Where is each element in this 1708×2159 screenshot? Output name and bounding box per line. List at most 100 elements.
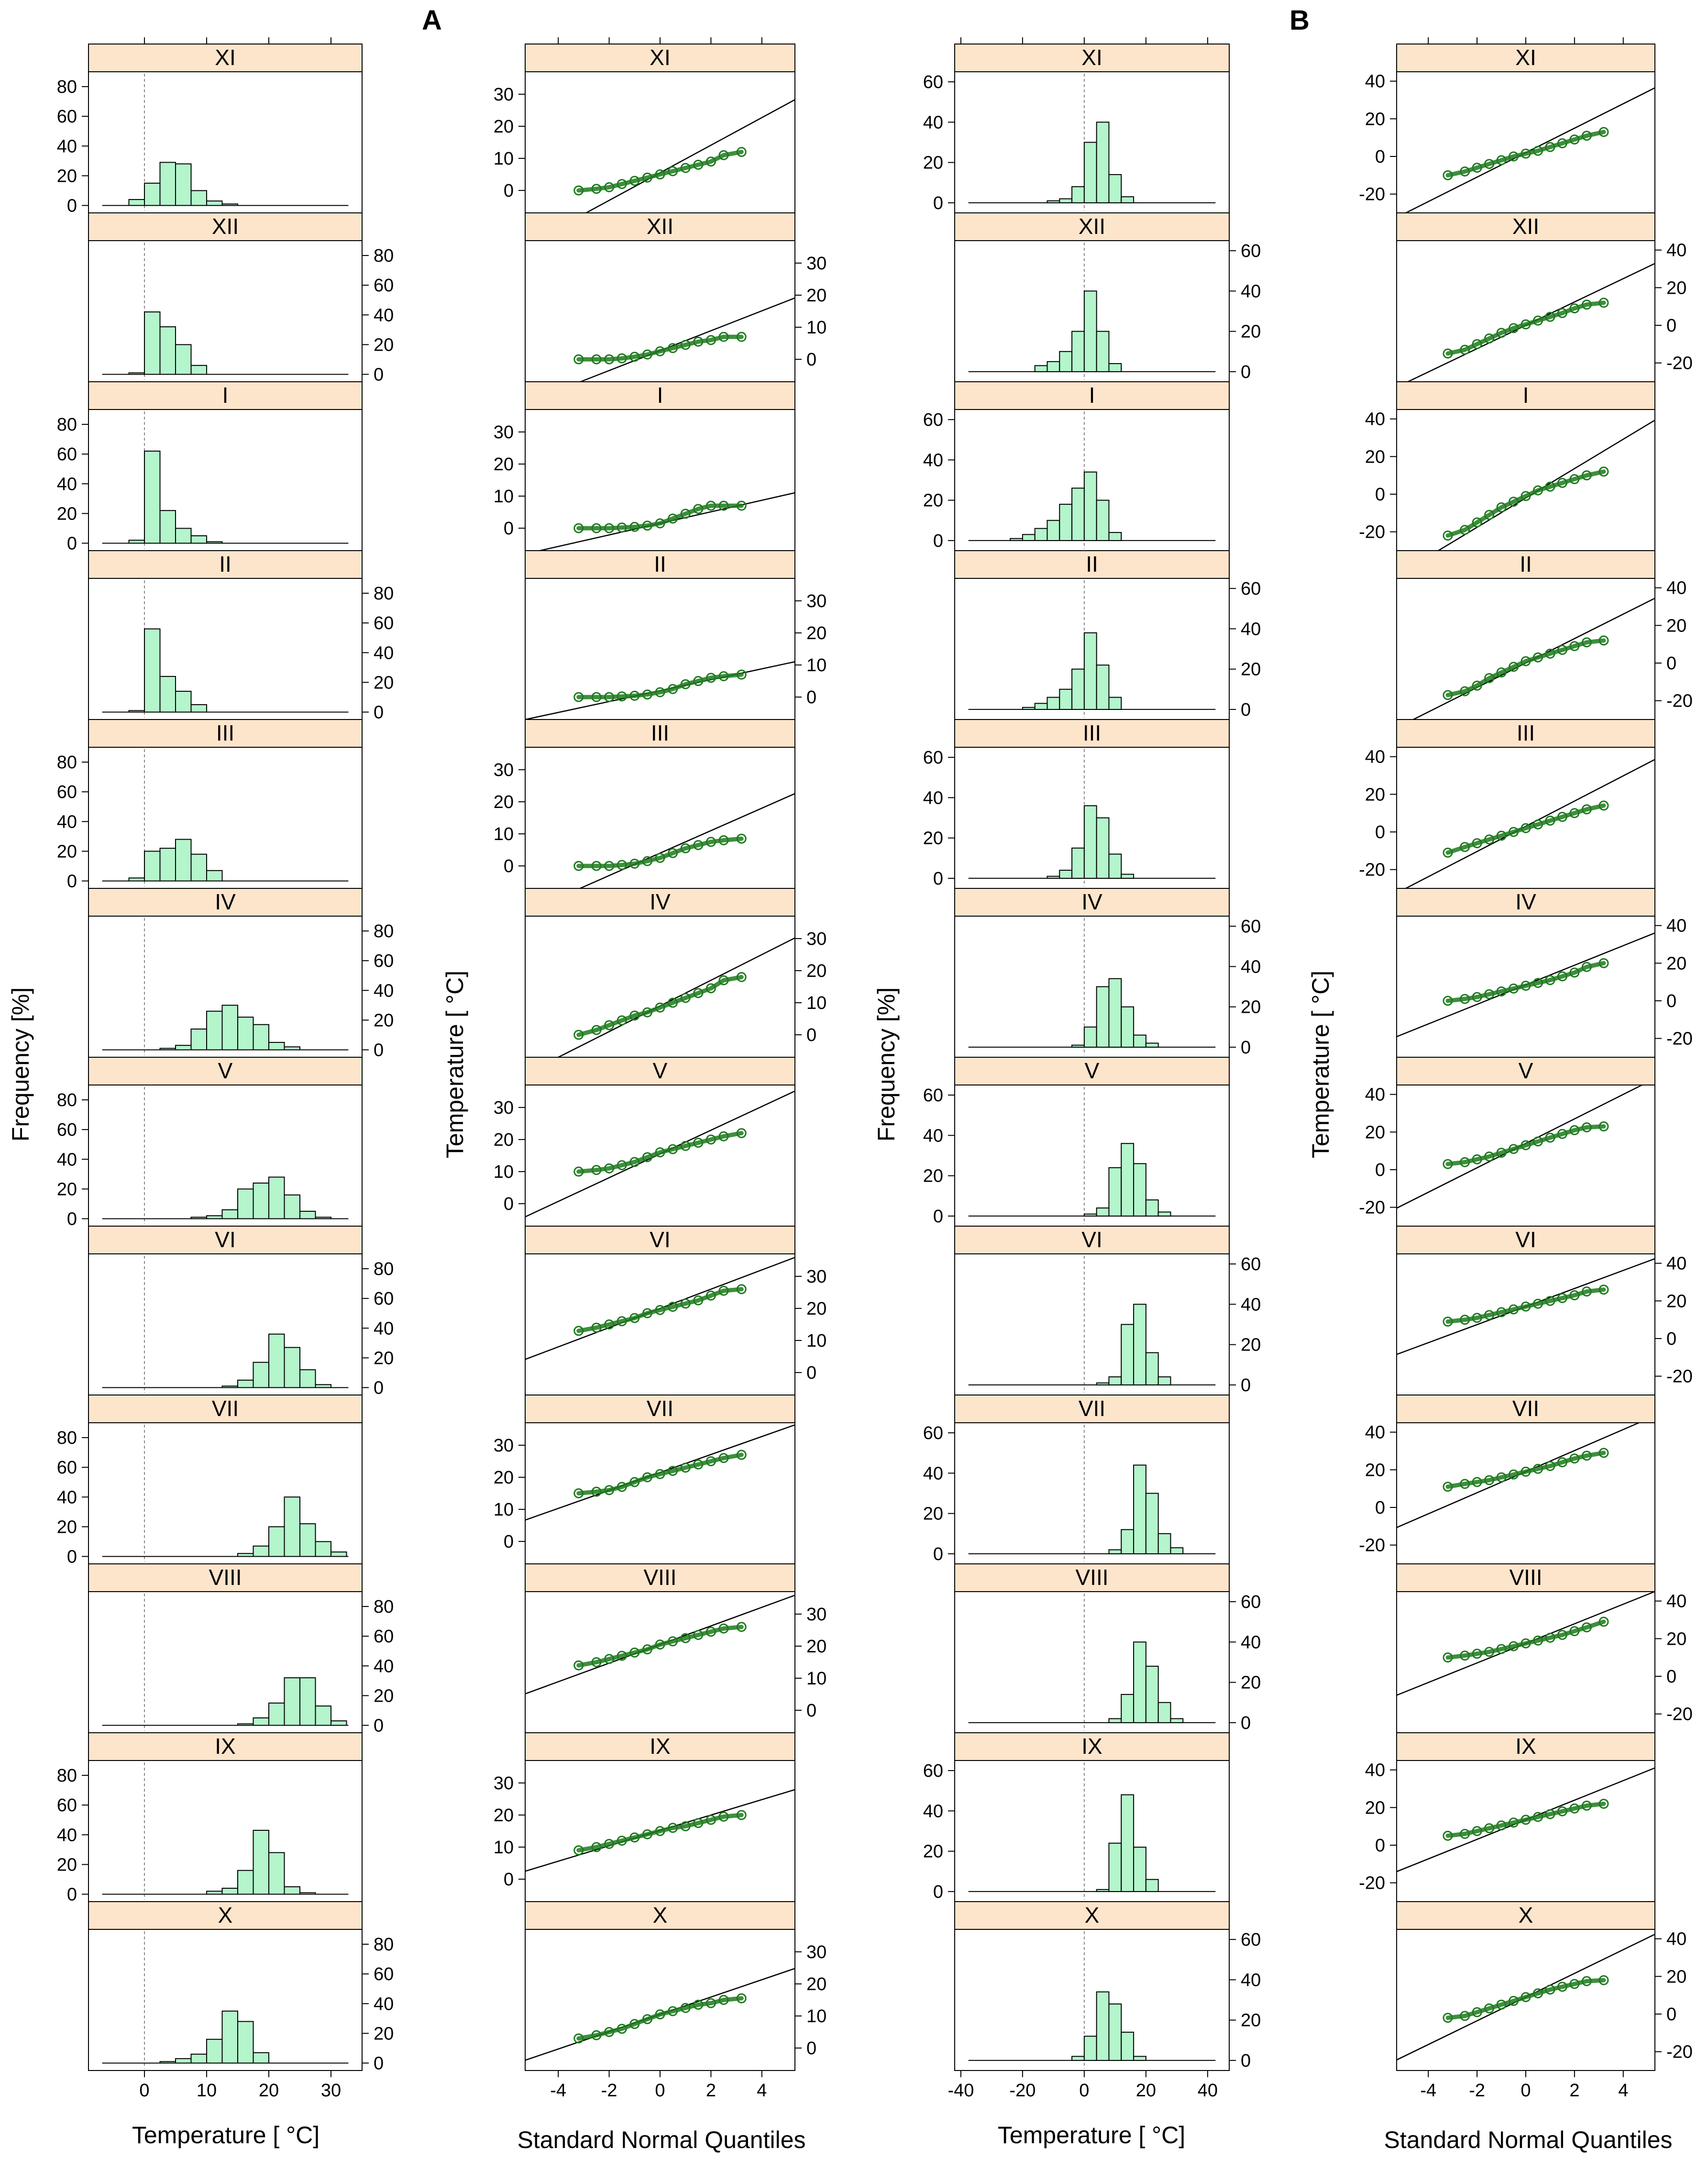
b-qq-point	[1532, 1136, 1543, 1147]
a-qq-point	[736, 1993, 747, 2004]
b-hist-frame	[954, 1591, 1230, 1733]
a-qq-point	[591, 1165, 602, 1175]
a-qq-point	[617, 1160, 627, 1171]
a-hist-ytick-label: 20	[57, 1179, 77, 1199]
b-hist-bar	[1034, 703, 1048, 710]
b-hist-bar	[1108, 174, 1122, 203]
b-qq-ytick-label: 20	[1365, 109, 1385, 129]
b-qq-point	[1598, 298, 1609, 308]
b-hist-panel-VI: VI 0 20 40 60	[954, 1226, 1261, 1395]
a-qq-strip-label: VII	[647, 1396, 673, 1421]
a-hist-bar	[144, 450, 161, 544]
a-qq-xtick-label: 4	[757, 2081, 767, 2101]
a-hist-ytick-label: 0	[67, 1209, 77, 1229]
b-qq-point	[1472, 163, 1482, 173]
a-qq-point	[705, 156, 716, 167]
b-qq-point	[1532, 819, 1543, 830]
a-hist-ytick-label: 60	[57, 782, 77, 802]
a-hist-strip	[88, 1563, 363, 1592]
a-hist-xlabel: Temperature [ °C]	[132, 2122, 320, 2148]
b-hist-panel-III: III 0 20 40 60	[923, 719, 1230, 889]
a-hist-bar	[190, 365, 207, 375]
a-qq-point	[680, 843, 691, 853]
b-qq-strip-label: I	[1523, 383, 1529, 408]
a-hist-bar	[331, 1720, 347, 1726]
a-hist-frame	[88, 1085, 363, 1227]
a-hist-bar	[206, 1215, 223, 1219]
b-hist-ytick-label: 20	[923, 829, 943, 849]
a-qq-strip-label: XII	[647, 214, 673, 239]
b-hist-bar	[1145, 1042, 1159, 1048]
a-hist-strip	[88, 1226, 363, 1254]
a-hist-bar	[315, 1384, 331, 1388]
a-qq-point	[642, 520, 652, 531]
a-qq-point	[642, 1308, 652, 1318]
a-hist-bar	[206, 1010, 223, 1051]
a-qq-point	[617, 1015, 627, 1026]
b-hist-ytick-label: 60	[1241, 1930, 1261, 1950]
a-qq-ytick-label: 30	[806, 1605, 826, 1625]
a-hist-bar	[175, 528, 192, 544]
b-hist-bar	[1096, 986, 1110, 1048]
b-qq-strip-label: II	[1520, 552, 1532, 576]
b-hist-bar	[1145, 1199, 1159, 1217]
b-qq-point	[1581, 1286, 1592, 1297]
b-qq-ytick-label: 20	[1666, 953, 1686, 974]
b-qq-point	[1532, 652, 1543, 663]
a-qq-point	[718, 1995, 729, 2005]
b-hist-frame	[954, 1422, 1230, 1564]
b-qq-point	[1545, 1632, 1555, 1643]
b-qq-point	[1521, 1301, 1531, 1312]
a-qq-point	[629, 352, 640, 362]
a-qq-panel-III: III 0 10 20 30	[494, 719, 795, 889]
a-qq-point	[718, 1131, 729, 1141]
b-hist-ytick-label: 20	[923, 491, 943, 511]
b-qq-point	[1496, 1999, 1507, 2010]
b-qq-frame	[1396, 71, 1655, 213]
a-hist-strip-label: VI	[215, 1227, 235, 1252]
b-hist-bar	[1083, 290, 1097, 372]
a-hist-xtick-label: 30	[321, 2081, 341, 2101]
a-qq-point	[629, 2019, 640, 2029]
a-hist-strip-label: VIII	[209, 1565, 242, 1590]
a-qq-ytick-label: 10	[806, 318, 826, 338]
a-qq-point	[718, 500, 729, 511]
b-qq-point	[1581, 1622, 1592, 1633]
b-hist-ytick-label: 40	[1241, 619, 1261, 639]
b-qq-point	[1472, 1649, 1482, 1659]
b-qq-ytick-label: 0	[1666, 991, 1676, 1011]
a-hist-panel-IX: IX 0 20 40 60 80	[57, 1732, 363, 1904]
a-qq-point	[736, 1284, 747, 1295]
b-qq-ytick-label: 20	[1365, 1798, 1385, 1818]
b-hist-strip	[954, 1057, 1230, 1085]
b-qq-point	[1484, 333, 1495, 344]
a-hist-ytick-label: 0	[67, 1547, 77, 1567]
a-qq-point	[655, 346, 665, 356]
a-hist-bar	[190, 2053, 207, 2064]
b-qq-point	[1598, 1616, 1609, 1627]
a-hist-frame	[88, 1929, 363, 2071]
a-qq-ytick-label: 0	[806, 350, 816, 370]
b-hist-xtick-label: -20	[1009, 2081, 1036, 2101]
b-hist-ytick-label: 20	[1241, 322, 1261, 342]
b-qq-strip-label: VII	[1512, 1396, 1539, 1421]
b-qq-ytick-label: 40	[1666, 916, 1686, 936]
a-hist-bar	[190, 704, 207, 713]
a-hist-bar	[175, 1045, 192, 1051]
b-hist-bar	[1034, 365, 1048, 372]
a-qq-strip-label: IV	[650, 889, 671, 914]
a-hist-bar	[299, 1210, 316, 1219]
b-qq-point	[1532, 315, 1543, 326]
b-hist-ytick-label: 60	[923, 72, 943, 92]
a-qq-ytick-label: 0	[504, 1870, 514, 1890]
b-qq-point	[1509, 151, 1519, 162]
a-qq-point	[629, 521, 640, 532]
a-hist-bar	[253, 1545, 269, 1557]
a-qq-ytick-label: 20	[806, 1974, 826, 1994]
a-qq-point	[668, 1466, 678, 1476]
b-hist-strip-label: I	[1089, 383, 1095, 408]
b-hist-bar	[1108, 1376, 1122, 1385]
a-qq-ytick-label: 30	[806, 929, 826, 949]
a-qq-point	[573, 1488, 584, 1498]
